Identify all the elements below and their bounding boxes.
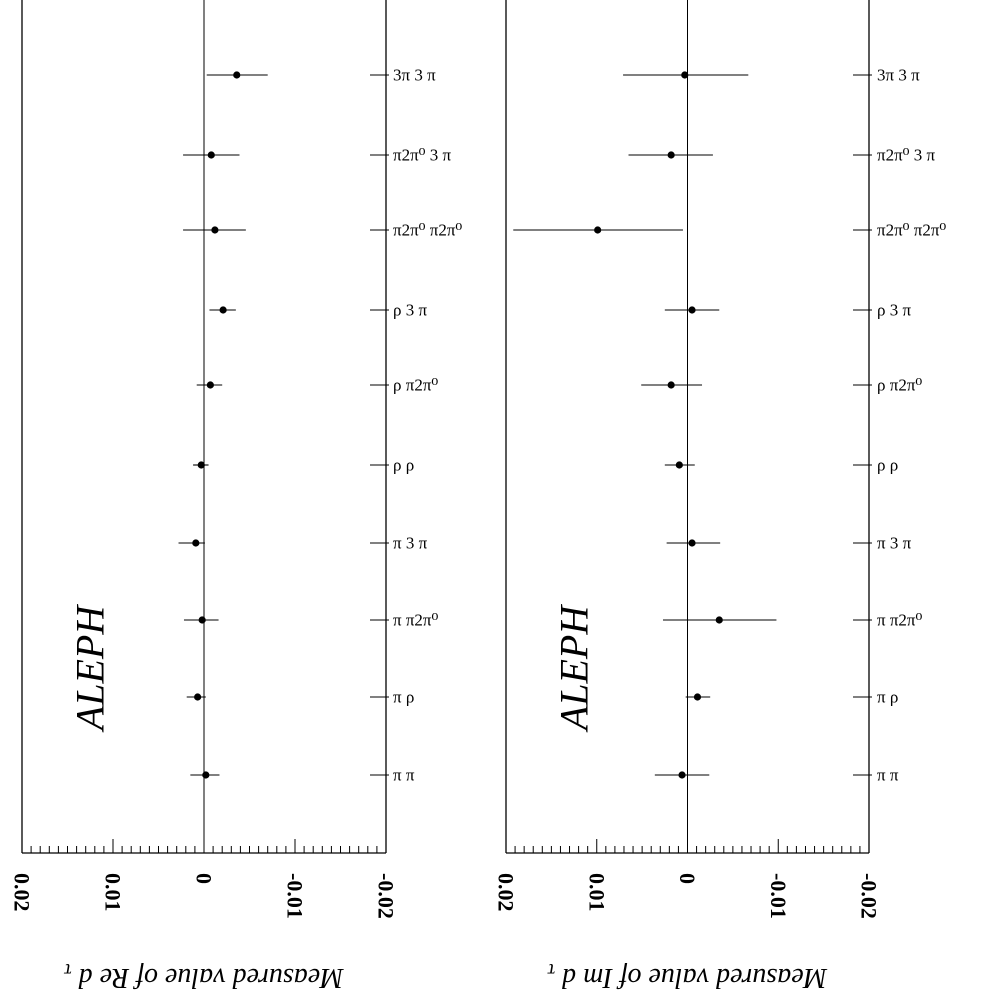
panel-2-tick-label: 0.02 [494, 873, 519, 912]
panel-2-category-label: π ρ [877, 688, 898, 707]
panel-2-category-label: π2π⁰ π2π⁰ [877, 221, 946, 240]
panel-1-category-label: ρ 3 π [393, 301, 427, 320]
panel-1-data-point [198, 616, 206, 624]
panel-2-data-point [688, 539, 696, 547]
panel-1-category-label: ρ ρ [393, 456, 414, 475]
panel-1-data-point [233, 71, 241, 79]
panel-1-x-axis-title: Measured value of Re d τ [64, 959, 345, 994]
panel-2-category-label: π π2π⁰ [877, 611, 922, 630]
panel-2-tick-label: 0.01 [584, 873, 609, 912]
panel-2-data-point [678, 771, 686, 779]
panel-1-experiment-label: ALEPH [68, 604, 113, 734]
panel-2-category-label: π2π⁰ 3 π [877, 146, 935, 165]
panel-1-data-point [197, 461, 205, 469]
panel-1-category-label: π 3 π [393, 534, 428, 553]
panel-2-data-point [688, 306, 696, 314]
panel-2-data-point [675, 461, 683, 469]
panel-1-category-label: 3π 3 π [393, 66, 436, 85]
panel-1-tick-label: 0 [192, 873, 217, 884]
panel-1-data-point [194, 693, 202, 701]
panel-1-category-label: π π [393, 766, 415, 785]
panel-1-category-label: ρ π2π⁰ [393, 376, 438, 395]
panel-1-data-point [202, 771, 210, 779]
panel-1-data-point [192, 539, 200, 547]
panel-2-category-label: ρ 3 π [877, 301, 911, 320]
panel-2-data-point [594, 226, 602, 234]
panel-1-category-label: π2π⁰ 3 π [393, 146, 451, 165]
panel-1-data-point [207, 151, 215, 159]
panel-2-data-point [693, 693, 702, 701]
panel-2-data-point [681, 71, 689, 79]
panel-2-category-label: ρ π2π⁰ [877, 376, 922, 395]
panel-2-data-point [667, 381, 675, 389]
panel-2-experiment-label: ALEPH [552, 604, 597, 734]
panel-1-data-point [219, 306, 227, 314]
panel-1-data-point [206, 381, 214, 389]
panel-1-tick-label: -0.02 [374, 873, 399, 919]
panel-1-data-point [211, 226, 219, 234]
panel-1-category-label: π2π⁰ π2π⁰ [393, 221, 462, 240]
panel-2-category-label: 3π 3 π [877, 66, 920, 85]
panel-2-data-point [667, 151, 675, 159]
panel-2-category-label: π 3 π [877, 534, 912, 553]
panel-1-tick-label: -0.01 [283, 873, 308, 919]
panel-2-category-label: ρ ρ [877, 456, 898, 475]
panel-1-category-label: π ρ [393, 688, 414, 707]
panel-1-category-label: π π2π⁰ [393, 611, 438, 630]
panel-1-tick-label: 0.02 [10, 873, 35, 912]
panel-1-tick-label: 0.01 [101, 873, 126, 912]
panel-2-x-axis-title: Measured value of Im d τ [547, 959, 828, 994]
panel-2-tick-label: -0.01 [766, 873, 791, 919]
panel-2-data-point [715, 616, 723, 624]
panel-2-tick-label: 0 [675, 873, 700, 884]
panel-2-category-label: π π [877, 766, 899, 785]
panel-2-tick-label: -0.02 [857, 873, 882, 919]
